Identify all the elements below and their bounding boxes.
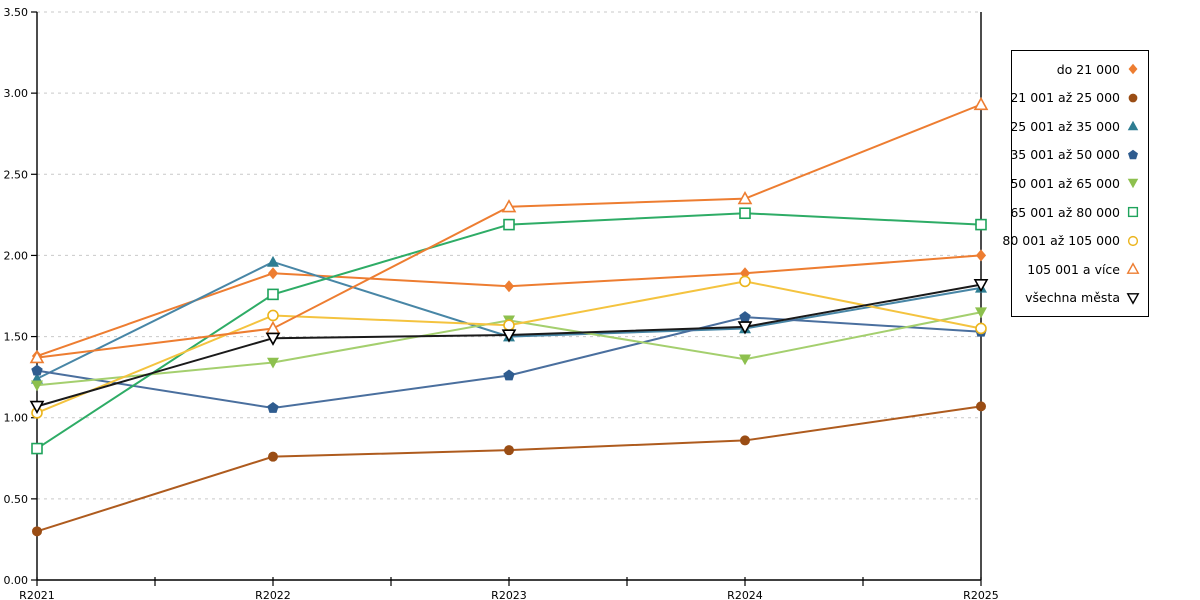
- data-point-marker: [1127, 206, 1139, 218]
- data-point-marker: [975, 307, 987, 319]
- data-point-marker: [31, 380, 43, 392]
- legend-item-do-21-000: do 21 000: [1016, 62, 1140, 77]
- legend-label: 105 001 a více: [1027, 261, 1120, 277]
- data-point-marker: [739, 354, 751, 366]
- data-point-marker: [1127, 179, 1139, 189]
- data-point-marker: [265, 332, 281, 346]
- data-point-marker: [739, 311, 751, 322]
- data-point-marker: [740, 435, 750, 446]
- data-point-marker: [973, 279, 989, 293]
- circle-filled-legend-icon: [1128, 93, 1138, 103]
- series-21-001-a-25-000: [32, 401, 986, 537]
- data-point-marker: [268, 451, 278, 462]
- data-point-marker: [1128, 64, 1138, 75]
- data-point-marker: [1126, 292, 1140, 305]
- square-open-legend-icon: [1127, 206, 1139, 218]
- y-axis-label: 0.00: [4, 574, 29, 587]
- legend-label: 50 001 až 65 000: [1010, 175, 1120, 191]
- data-point-marker: [504, 445, 514, 456]
- data-point-marker: [267, 255, 279, 267]
- y-axis-label: 3.00: [4, 87, 29, 100]
- y-axis-label: 2.00: [4, 249, 29, 262]
- legend-label: 25 001 až 35 000: [1010, 118, 1120, 134]
- x-axis-label: R2021: [19, 589, 55, 600]
- legend-item-25-001-a-35-000: 25 001 až 35 000: [1010, 119, 1140, 134]
- legend-label: do 21 000: [1056, 61, 1120, 77]
- data-point-marker: [267, 267, 279, 280]
- legend-label: 80 001 až 105 000: [1002, 233, 1120, 249]
- data-point-marker: [737, 321, 753, 335]
- data-point-marker: [503, 218, 515, 231]
- legend-label: 35 001 až 50 000: [1010, 147, 1120, 163]
- triangle-up-filled-legend-icon: [1127, 121, 1139, 131]
- pentagon-filled-legend-icon: [1128, 149, 1138, 160]
- data-point-marker: [267, 288, 279, 301]
- data-point-marker: [739, 207, 751, 220]
- data-point-marker: [976, 401, 986, 412]
- x-axis-label: R2025: [963, 589, 999, 600]
- data-point-marker: [501, 329, 517, 343]
- data-point-marker: [503, 280, 515, 293]
- series-80-001-a-105-000: [31, 275, 987, 419]
- triangle-up-open-legend-icon: [1126, 262, 1140, 274]
- series-65-001-a-80-000: [31, 207, 987, 455]
- triangle-down-open-legend-icon: [1126, 292, 1140, 305]
- data-point-marker: [1126, 262, 1140, 274]
- x-axis-label: R2023: [491, 589, 527, 600]
- legend-item-80-001-a-105-000: 80 001 až 105 000: [1002, 233, 1140, 248]
- series-v-echna-m-sta: [29, 279, 989, 415]
- data-point-marker: [29, 350, 45, 364]
- data-point-marker: [975, 249, 987, 262]
- diamond-filled-legend-icon: [1128, 64, 1138, 75]
- legend-item-35-001-a-50-000: 35 001 až 50 000: [1010, 147, 1140, 162]
- data-point-marker: [267, 401, 279, 413]
- data-point-marker: [737, 190, 753, 205]
- data-point-marker: [1127, 121, 1139, 131]
- legend-item-21-001-a-25-000: 21 001 až 25 000: [1010, 90, 1140, 105]
- data-point-marker: [739, 275, 751, 288]
- series-do-21-000: [31, 249, 987, 363]
- series-line-v-echna-m-sta: [36, 283, 982, 408]
- data-point-marker: [267, 357, 279, 369]
- y-axis-label: 1.00: [4, 412, 29, 425]
- data-point-marker: [975, 322, 987, 335]
- data-point-marker: [29, 400, 45, 415]
- data-point-marker: [501, 199, 517, 213]
- data-point-marker: [503, 369, 515, 381]
- data-point-marker: [503, 319, 515, 332]
- data-point-marker: [267, 309, 279, 322]
- data-point-marker: [1127, 235, 1139, 246]
- data-point-marker: [265, 320, 281, 335]
- legend-item-v-echna-m-sta: všechna města: [1016, 290, 1140, 305]
- circle-open-legend-icon: [1127, 235, 1139, 246]
- legend-label: 21 001 až 25 000: [1010, 90, 1120, 106]
- x-axis-label: R2024: [727, 589, 763, 600]
- data-point-marker: [32, 526, 42, 537]
- legend-item-50-001-a-65-000: 50 001 až 65 000: [1010, 176, 1140, 191]
- legend-label: všechna města: [1025, 290, 1120, 306]
- data-point-marker: [31, 442, 43, 455]
- x-axis-label: R2022: [255, 589, 291, 600]
- y-axis-label: 0.50: [4, 493, 29, 506]
- data-point-marker: [31, 364, 43, 376]
- y-axis-label: 1.50: [4, 331, 29, 344]
- data-point-marker: [973, 96, 989, 111]
- data-point-marker: [1128, 149, 1138, 160]
- chart-legend: do 21 000 21 001 až 25 000 25 001 až 35 00…: [1002, 50, 1149, 317]
- legend-label: 65 001 až 80 000: [1010, 204, 1120, 220]
- legend-item-105-001-a-v-ce: 105 001 a více: [1016, 262, 1140, 277]
- series-line-21-001-a-25-000: [36, 405, 982, 533]
- data-point-marker: [975, 218, 987, 231]
- y-axis-label: 2.50: [4, 168, 29, 181]
- data-point-marker: [1128, 93, 1138, 103]
- legend-item-65-001-a-80-000: 65 001 až 80 000: [1010, 205, 1140, 220]
- triangle-down-filled-legend-icon: [1127, 179, 1139, 189]
- y-axis-label: 3.50: [4, 6, 29, 19]
